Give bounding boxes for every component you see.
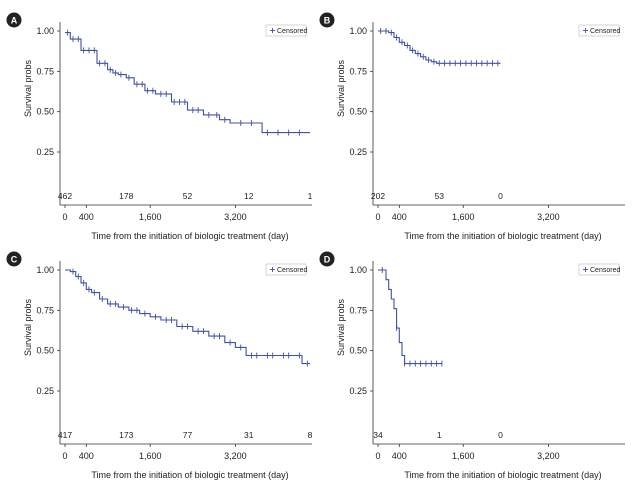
- x-tick-label: 400: [392, 212, 407, 222]
- legend-box: [265, 24, 307, 37]
- survival-curve: [378, 269, 442, 365]
- x-tick-label: 400: [392, 451, 407, 461]
- y-axis-label: Survival probs: [23, 59, 33, 117]
- x-tick-label: 400: [79, 212, 94, 222]
- panel-a: A 0.25 0.50 0.75 1.00 0 400 1,600 3,200 Time from…: [6, 12, 313, 241]
- y-tick-label: 1.00: [349, 26, 367, 36]
- survival-curve: [65, 269, 310, 365]
- panel-badge-circle: [6, 12, 22, 28]
- x-axis-label: Time from the initiation of biologic tre…: [404, 231, 601, 241]
- x-tick-label: 1,600: [139, 212, 162, 222]
- legend-box: [265, 263, 307, 276]
- risk-number: 31: [244, 430, 254, 440]
- y-tick-label: 0.25: [349, 147, 367, 157]
- y-tick-label: 1.00: [36, 265, 54, 275]
- y-axis-label: Survival probs: [23, 298, 33, 356]
- y-tick-label: 0.25: [36, 147, 54, 157]
- y-tick-label: 1.00: [349, 265, 367, 275]
- x-tick-label: 3,200: [224, 212, 247, 222]
- panel-badge-label: C: [11, 254, 18, 264]
- risk-number: 0: [498, 191, 503, 201]
- risk-number: 77: [183, 430, 193, 440]
- risk-number: 34: [373, 430, 383, 440]
- legend-box: [578, 24, 620, 37]
- x-tick-label: 3,200: [537, 451, 560, 461]
- y-axis-label: Survival probs: [336, 59, 346, 117]
- panel-badge-circle: [6, 251, 22, 267]
- survival-curve: [65, 32, 310, 134]
- x-tick-label: 3,200: [224, 451, 247, 461]
- risk-number: 53: [435, 191, 445, 201]
- panel-badge-circle: [319, 12, 335, 28]
- y-tick-label: 0.50: [36, 107, 54, 117]
- y-tick-label: 0.50: [349, 107, 367, 117]
- risk-number: 173: [119, 430, 133, 440]
- x-tick-label: 0: [62, 212, 67, 222]
- x-tick-label: 400: [79, 451, 94, 461]
- x-tick-label: 1,600: [452, 451, 475, 461]
- x-tick-label: 0: [375, 451, 380, 461]
- y-tick-label: 1.00: [36, 26, 54, 36]
- panel-badge-label: B: [324, 15, 331, 25]
- panel-b: B 0.25 0.50 0.75 1.00 0 400 1,600 3,200 Time from…: [319, 12, 625, 241]
- x-tick-label: 3,200: [537, 212, 560, 222]
- y-axis-label: Survival probs: [336, 298, 346, 356]
- y-tick-label: 0.50: [36, 346, 54, 356]
- legend: Censored: [578, 24, 620, 37]
- panel-badge: A: [6, 12, 22, 28]
- y-tick-label: 0.75: [349, 66, 367, 76]
- survival-curve: [378, 30, 501, 64]
- legend: Censored: [265, 24, 307, 37]
- risk-number: 1: [308, 191, 313, 201]
- y-tick-label: 0.75: [36, 305, 54, 315]
- x-tick-label: 0: [62, 451, 67, 461]
- x-tick-label: 1,600: [139, 451, 162, 461]
- risk-number: 52: [183, 191, 193, 201]
- risk-number: 0: [498, 430, 503, 440]
- risk-number: 1: [437, 430, 442, 440]
- risk-number: 202: [371, 191, 385, 201]
- legend-box: [578, 263, 620, 276]
- panel-badge: B: [319, 12, 335, 28]
- legend-label: Censored: [277, 267, 307, 274]
- x-axis-label: Time from the initiation of biologic tre…: [91, 470, 288, 480]
- legend-label: Censored: [590, 267, 620, 274]
- panel-badge-label: A: [11, 15, 18, 25]
- y-tick-label: 0.25: [349, 386, 367, 396]
- risk-number: 462: [58, 191, 72, 201]
- panel-d: D 0.25 0.50 0.75 1.00 0 400 1,600 3,200 Time from…: [319, 251, 625, 480]
- panel-c: C 0.25 0.50 0.75 1.00 0 400 1,600 3,200 Time from…: [6, 251, 313, 480]
- panel-badge-label: D: [324, 254, 331, 264]
- x-axis-label: Time from the initiation of biologic tre…: [404, 470, 601, 480]
- y-tick-label: 0.75: [349, 305, 367, 315]
- legend: Censored: [578, 263, 620, 276]
- panel-badge: C: [6, 251, 22, 267]
- x-axis-label: Time from the initiation of biologic tre…: [91, 231, 288, 241]
- panel-badge-circle: [319, 251, 335, 267]
- legend: Censored: [265, 263, 307, 276]
- risk-number: 417: [58, 430, 72, 440]
- y-tick-label: 0.25: [36, 386, 54, 396]
- risk-number: 12: [244, 191, 254, 201]
- y-tick-label: 0.50: [349, 346, 367, 356]
- legend-label: Censored: [590, 28, 620, 35]
- y-tick-label: 0.75: [36, 66, 54, 76]
- x-tick-label: 1,600: [452, 212, 475, 222]
- risk-number: 178: [119, 191, 133, 201]
- legend-label: Censored: [277, 28, 307, 35]
- risk-number: 8: [308, 430, 313, 440]
- x-tick-label: 0: [375, 212, 380, 222]
- panel-badge: D: [319, 251, 335, 267]
